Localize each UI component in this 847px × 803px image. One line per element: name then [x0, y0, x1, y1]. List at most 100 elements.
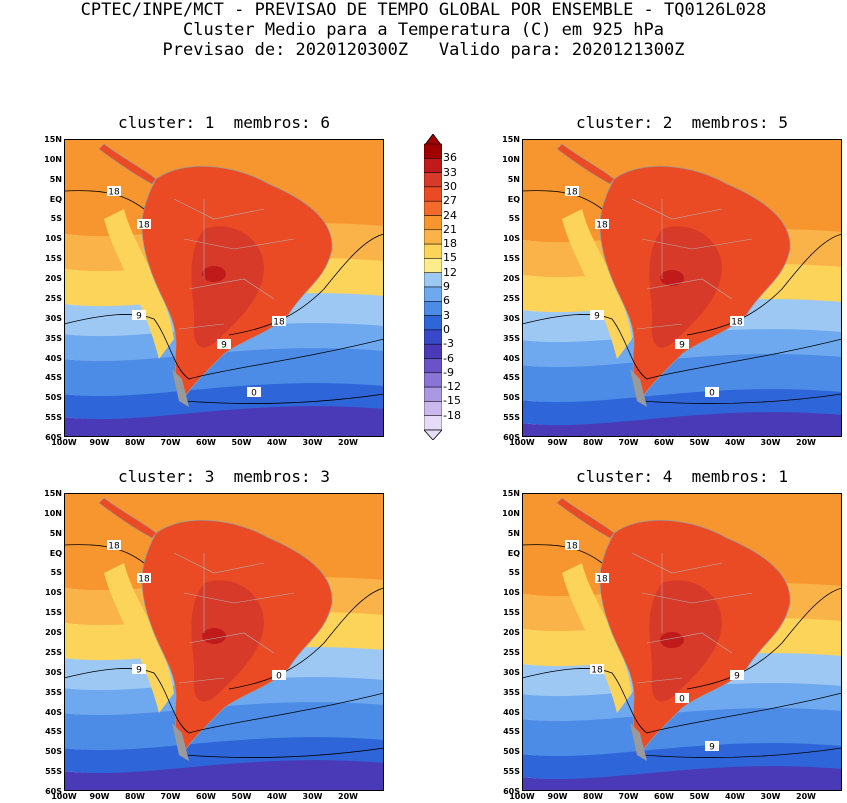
contour-label: 18 [730, 316, 744, 328]
latitude-label: 5S [508, 214, 520, 224]
colorbar-label: 30 [443, 179, 457, 193]
latitude-label: 5N [49, 528, 62, 538]
latitude-label: 15S [503, 254, 520, 264]
contour-line [641, 393, 842, 404]
latitude-label: 35S [503, 333, 520, 343]
contour-label: 18 [565, 186, 579, 198]
svg-text:9: 9 [679, 341, 685, 351]
svg-text:0: 0 [709, 389, 715, 399]
longitude-label: 100W [51, 438, 77, 447]
latitude-label: 5N [49, 174, 62, 184]
latitude-label: 10N [44, 508, 62, 518]
country-border [188, 278, 275, 300]
latitude-label: 30S [45, 313, 62, 323]
hot-core-region [191, 580, 264, 702]
colorbar-swatch [424, 315, 442, 331]
latitude-label: 5S [508, 568, 520, 578]
latitude-label: 60S [503, 433, 520, 442]
colorbar-label: -9 [443, 365, 454, 379]
colorbar-swatch [424, 258, 442, 273]
colorbar-swatch [424, 172, 442, 188]
central-america [556, 497, 615, 539]
colorbar-label: 15 [443, 251, 457, 265]
latitude-label: 10S [45, 588, 62, 598]
latitude-label: 15S [503, 608, 520, 618]
contour-line [228, 587, 384, 690]
latitude-label: 45S [503, 727, 520, 737]
hot-spot [202, 266, 226, 282]
latitude-label: 10S [503, 234, 520, 244]
latitude-label: 40S [45, 353, 62, 363]
colorbar-label: 18 [443, 237, 457, 251]
patagonia [172, 723, 189, 761]
latitude-label: EQ [507, 548, 520, 558]
contour-label: 18 [137, 573, 151, 585]
colorbar-swatch [424, 186, 442, 202]
longitude-label: 40W [267, 792, 287, 801]
hot-core-region [649, 226, 722, 348]
latitude-label: 60S [503, 787, 520, 796]
svg-text:18: 18 [566, 188, 578, 198]
longitude-label: 100W [509, 792, 535, 801]
country-border [173, 198, 265, 220]
latitude-label: 55S [45, 413, 62, 423]
temperature-band [522, 766, 842, 791]
latitude-label: EQ [49, 194, 62, 204]
latitude-label: 5S [50, 568, 62, 578]
hot-core-region [191, 226, 264, 348]
latitude-label: 55S [503, 413, 520, 423]
latitude-label: 5N [507, 174, 520, 184]
contour-label: 18 [107, 540, 121, 552]
longitude-label: 40W [725, 438, 745, 447]
hot-spot [202, 628, 226, 644]
latitude-label: 5N [507, 528, 520, 538]
longitude-label: 20W [338, 792, 358, 801]
contour-label: 9 [705, 741, 719, 753]
svg-text:9: 9 [734, 672, 740, 682]
contour-label: 0 [675, 693, 689, 705]
colorbar-swatch [424, 286, 442, 302]
contour-label: 0 [705, 387, 719, 399]
contour-label: 9 [730, 670, 744, 682]
map-panel-cluster-1: 18 18 9 18 9 0 [64, 139, 384, 437]
colorbar-swatch [424, 386, 442, 402]
country-border [641, 238, 753, 250]
longitude-label: 70W [160, 792, 181, 801]
colorbar-label: -18 [443, 408, 461, 422]
longitude-label: 80W [583, 792, 603, 801]
longitude-label: 70W [160, 438, 181, 447]
colorbar-arrow-bottom [424, 429, 442, 440]
longitude-label: 50W [231, 438, 252, 447]
svg-text:18: 18 [591, 666, 603, 676]
latitude-label: 5S [50, 214, 62, 224]
longitude-label: 80W [583, 438, 603, 447]
svg-text:9: 9 [221, 341, 227, 351]
map-panel-cluster-3: 18 18 9 0 [64, 493, 384, 791]
latitude-label: 20S [503, 274, 520, 284]
panel-1-title: cluster: 1 membros: 6 [118, 113, 330, 132]
svg-text:18: 18 [138, 221, 150, 231]
longitude-label: 50W [231, 792, 252, 801]
contour-line [686, 587, 842, 690]
central-america [556, 143, 615, 185]
contour-label: 18 [272, 316, 286, 328]
longitude-label: 70W [618, 792, 639, 801]
header-dates: Previsao de: 2020120300Z Valido para: 20… [162, 40, 685, 60]
map-frame [522, 493, 842, 791]
latitude-label: 50S [503, 747, 520, 757]
map-frame [64, 139, 384, 437]
colorbar-label: -6 [443, 351, 454, 365]
latitude-label: 10N [502, 508, 520, 518]
temperature-band [64, 406, 384, 437]
country-border [178, 677, 225, 684]
latitude-label: 60S [45, 433, 62, 442]
longitude-label: 40W [267, 438, 287, 447]
latitude-label: 45S [45, 727, 62, 737]
hot-spot [660, 632, 684, 648]
contour-line [64, 668, 384, 734]
map-frame [522, 139, 842, 437]
svg-text:0: 0 [251, 389, 257, 399]
longitude-label: 90W [89, 792, 110, 801]
panel-4-title: cluster: 4 membros: 1 [576, 467, 788, 486]
colorbar-swatch [424, 329, 442, 345]
